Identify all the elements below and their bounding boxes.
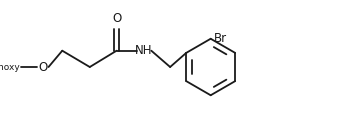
Text: methoxy: methoxy (0, 62, 20, 72)
Text: NH: NH (135, 44, 152, 57)
Text: O: O (112, 12, 121, 25)
Text: Br: Br (214, 32, 227, 45)
Text: O: O (38, 61, 47, 74)
